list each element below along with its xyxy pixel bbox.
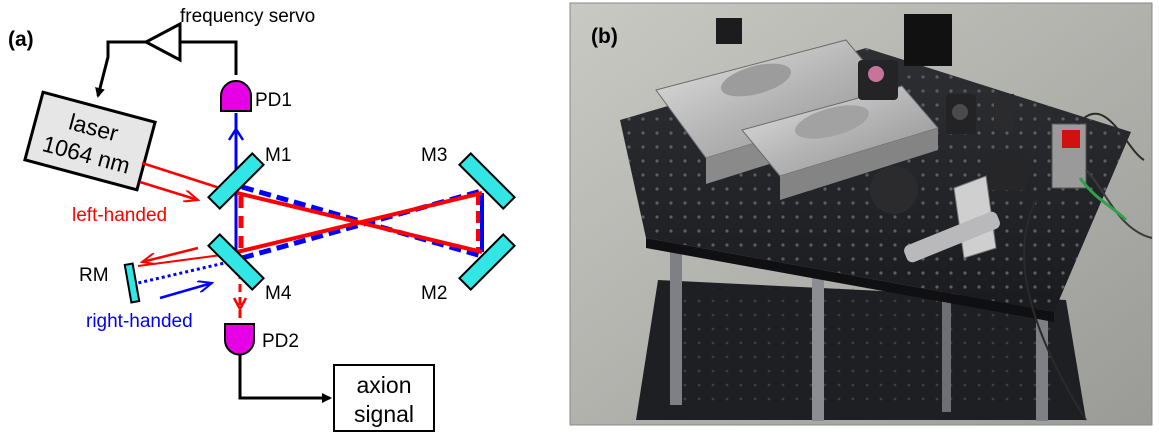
panel-a-label: (a) xyxy=(8,28,34,51)
pd1-photodiode xyxy=(220,80,252,112)
red-cavity-path xyxy=(236,191,483,254)
m1-mirror xyxy=(207,152,265,210)
pd2-photodiode xyxy=(224,323,255,356)
panel-b-label: (b) xyxy=(591,25,618,48)
right-handed-arrow xyxy=(159,283,212,300)
rm-label: RM xyxy=(79,265,109,286)
m3-mirror xyxy=(458,152,516,210)
setup-photo xyxy=(569,2,1153,426)
m2-label: M2 xyxy=(421,283,447,304)
servo-label: frequency servo xyxy=(180,6,315,27)
m4-label: M4 xyxy=(265,283,292,304)
input-beam xyxy=(141,161,230,193)
pd2-beam-arrow xyxy=(232,297,248,312)
signal-line xyxy=(238,354,332,403)
pd1-beam-arrow xyxy=(227,126,245,141)
right-handed-label: right-handed xyxy=(86,311,193,332)
m4-mirror xyxy=(207,233,265,291)
cavity-diagram: (a) frequency servo PD1 laser 1064 nm le… xyxy=(8,6,516,432)
axion-signal-box xyxy=(333,364,435,432)
reflected-red-arrow xyxy=(142,246,199,262)
m2-mirror xyxy=(458,233,516,291)
rm-mirror xyxy=(123,262,141,304)
m3-label: M3 xyxy=(421,145,447,166)
servo-loop xyxy=(95,21,238,98)
pd1-label: PD1 xyxy=(255,90,292,111)
axion-label: axion xyxy=(357,372,412,398)
laser-box: laser 1064 nm xyxy=(23,90,157,192)
input-beam-arrow xyxy=(139,180,198,200)
left-handed-label: left-handed xyxy=(72,205,167,226)
pd2-label: PD2 xyxy=(262,331,299,352)
m1-label: M1 xyxy=(265,145,291,166)
signal-label: signal xyxy=(354,401,414,427)
